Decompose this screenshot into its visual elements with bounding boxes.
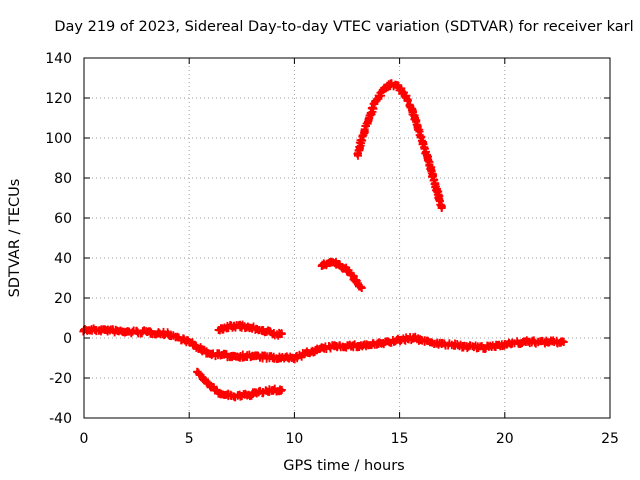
- data-point: [277, 386, 286, 394]
- data-point: [143, 328, 152, 336]
- data-point: [542, 338, 551, 346]
- data-layer: [79, 79, 568, 402]
- data-point: [193, 368, 202, 376]
- data-point: [559, 338, 568, 346]
- data-point: [237, 392, 246, 400]
- data-point: [343, 266, 351, 274]
- data-point: [164, 330, 173, 338]
- data-point: [418, 138, 427, 146]
- y-tick-label: 100: [45, 131, 72, 147]
- data-point: [479, 344, 488, 352]
- x-axis-label: GPS time / hours: [283, 458, 404, 474]
- data-point: [248, 390, 257, 398]
- x-tick-label: 25: [601, 431, 619, 447]
- data-point: [277, 330, 286, 338]
- data-point: [317, 262, 326, 270]
- data-point: [410, 334, 419, 342]
- chart-title: Day 219 of 2023, Sidereal Day-to-day VTE…: [54, 19, 633, 35]
- data-point: [332, 342, 341, 350]
- data-point: [197, 346, 206, 354]
- data-point: [357, 284, 366, 292]
- tick-layer: 0 5 10 15 20 25 -40 -20 0 20 40 60 80 100 120 140: [45, 51, 619, 447]
- data-point: [395, 336, 404, 344]
- data-point: [361, 122, 370, 130]
- data-point: [437, 340, 446, 348]
- series-mid-arc: [317, 257, 366, 292]
- y-tick-label: 0: [63, 331, 72, 347]
- data-point: [427, 166, 436, 174]
- data-point: [387, 80, 396, 88]
- data-point: [248, 324, 257, 332]
- data-point: [101, 326, 110, 334]
- y-tick-label: 60: [54, 211, 72, 227]
- data-point: [521, 338, 530, 346]
- series-upper-small-arc: [214, 320, 286, 340]
- data-point: [227, 322, 236, 330]
- x-tick-label: 5: [185, 431, 194, 447]
- data-point: [269, 330, 278, 338]
- data-point: [248, 352, 257, 360]
- data-point: [393, 82, 402, 90]
- data-point: [206, 350, 215, 358]
- data-point: [353, 342, 362, 350]
- series-main-track: [79, 324, 568, 364]
- y-axis-label: SDTVAR / TECUs: [7, 179, 23, 298]
- data-point: [326, 258, 335, 266]
- y-tick-label: 20: [54, 291, 72, 307]
- plot-frame: [83, 57, 611, 419]
- x-tick-label: 20: [496, 431, 514, 447]
- data-point: [185, 338, 194, 346]
- data-point: [227, 392, 236, 400]
- data-point: [334, 260, 343, 268]
- y-tick-label: -20: [49, 371, 72, 387]
- data-point: [370, 100, 379, 108]
- y-tick-label: 80: [54, 171, 72, 187]
- data-point: [433, 188, 442, 196]
- data-point: [216, 390, 225, 398]
- y-tick-label: 120: [45, 91, 72, 107]
- data-point: [269, 386, 278, 394]
- data-point: [206, 382, 215, 390]
- data-point: [258, 326, 267, 334]
- data-point: [214, 326, 223, 334]
- data-point: [401, 92, 410, 100]
- series-lower-arc: [193, 367, 286, 402]
- y-tick-label: 40: [54, 251, 72, 267]
- data-point: [351, 276, 360, 284]
- data-point: [227, 352, 236, 360]
- data-point: [378, 86, 387, 94]
- data-point: [374, 340, 383, 348]
- x-tick-label: 15: [391, 431, 409, 447]
- data-point: [311, 346, 320, 354]
- data-point: [458, 342, 467, 350]
- data-point: [290, 354, 299, 362]
- data-point: [416, 336, 425, 344]
- series-peak-arc: [353, 79, 446, 212]
- y-tick-label: -40: [49, 411, 72, 427]
- data-point: [237, 322, 246, 330]
- data-point: [410, 112, 419, 120]
- data-point: [437, 204, 446, 212]
- x-tick-label: 10: [285, 431, 303, 447]
- data-point: [500, 340, 509, 348]
- data-point: [269, 354, 278, 362]
- data-point: [353, 150, 362, 158]
- y-tick-label: 140: [45, 51, 72, 67]
- data-point: [122, 328, 131, 336]
- data-point: [258, 388, 267, 396]
- x-tick-label: 0: [80, 431, 89, 447]
